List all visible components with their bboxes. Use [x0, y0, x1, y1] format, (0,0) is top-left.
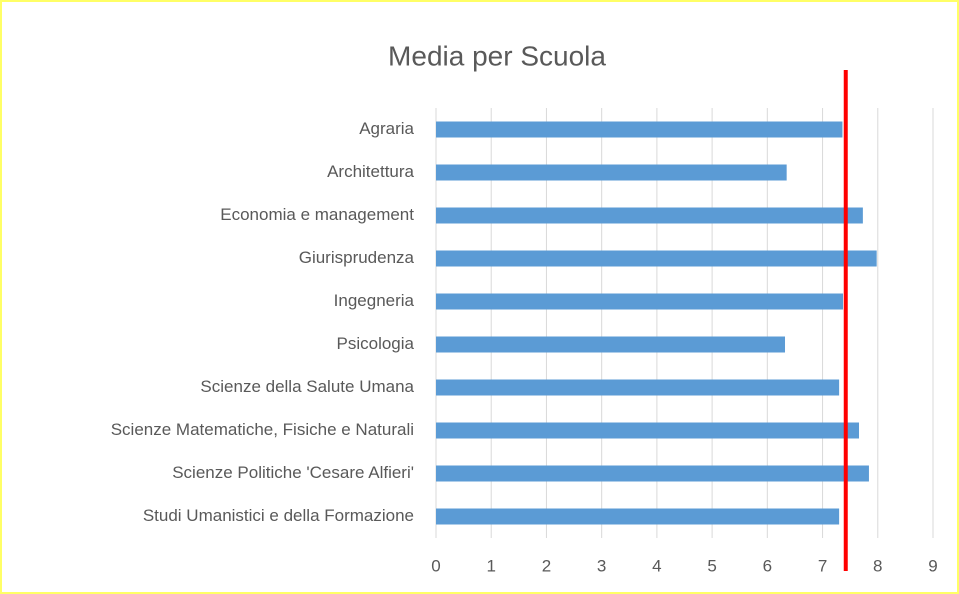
y-tick-label: Scienze Politiche 'Cesare Alfieri'	[172, 463, 414, 482]
y-tick-label: Giurisprudenza	[299, 248, 415, 267]
x-tick-label: 7	[818, 556, 827, 575]
y-tick-label: Ingegneria	[334, 291, 415, 310]
y-tick-label: Architettura	[327, 162, 414, 181]
bar	[436, 422, 860, 439]
x-tick-label: 0	[431, 556, 440, 575]
chart-title: Media per Scuola	[388, 40, 606, 71]
y-tick-label: Scienze della Salute Umana	[200, 377, 414, 396]
bar	[436, 121, 843, 138]
y-tick-label: Economia e management	[220, 205, 414, 224]
bar	[436, 164, 787, 181]
x-tick-label: 9	[928, 556, 937, 575]
x-tick-label: 6	[763, 556, 772, 575]
bar	[436, 293, 843, 310]
bar	[436, 336, 786, 353]
y-tick-label: Studi Umanistici e della Formazione	[143, 506, 414, 525]
x-tick-label: 5	[707, 556, 716, 575]
x-tick-label: 2	[542, 556, 551, 575]
x-tick-label: 8	[873, 556, 882, 575]
x-tick-label: 4	[652, 556, 661, 575]
bar	[436, 250, 877, 267]
y-tick-label: Scienze Matematiche, Fisiche e Naturali	[111, 420, 414, 439]
y-tick-label: Agraria	[359, 119, 414, 138]
x-tick-label: 3	[597, 556, 606, 575]
bar	[436, 379, 840, 396]
x-tick-label: 1	[486, 556, 495, 575]
bar	[436, 465, 869, 482]
bar	[436, 207, 863, 224]
bar	[436, 508, 840, 525]
y-tick-label: Psicologia	[337, 334, 415, 353]
